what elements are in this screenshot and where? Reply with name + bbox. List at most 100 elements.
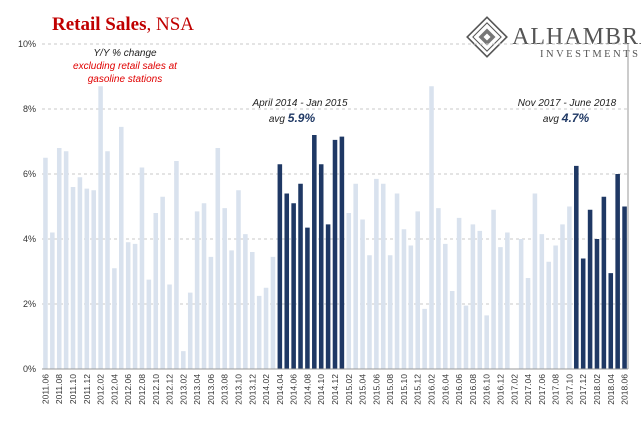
- title-rest: , NSA: [146, 14, 194, 35]
- bar-2014-06: [291, 203, 296, 369]
- bar-2012-01: [91, 190, 96, 369]
- bar-2015-12: [415, 211, 420, 370]
- period2-avg-prefix: avg: [543, 114, 562, 125]
- bar-2014-12: [332, 139, 338, 370]
- x-tick-label: 2016.06: [454, 374, 464, 405]
- period1-avg-prefix: avg: [269, 114, 288, 125]
- bar-2013-07: [215, 148, 221, 369]
- period1-avg: avg 5.9%: [269, 111, 316, 125]
- bar-2013-02: [181, 351, 186, 370]
- x-tick-label: 2015.12: [413, 374, 423, 405]
- bar-2012-03: [105, 151, 110, 369]
- x-tick-label: 2015.04: [358, 374, 368, 405]
- bar-2016-04: [443, 243, 448, 370]
- note-period-1: April 2014 - Jan 2015 avg 5.9%: [251, 98, 348, 125]
- note-line-1: Y/Y % change: [93, 48, 157, 59]
- x-tick-label: 2013.02: [178, 374, 188, 405]
- bar-2013-04: [194, 211, 200, 370]
- chart-title: Retail Sales, NSA: [52, 14, 194, 35]
- y-tick-label: 6%: [23, 169, 36, 179]
- y-tick-label: 4%: [23, 234, 36, 244]
- bar-2015-10: [401, 229, 407, 369]
- bar-2013-10: [236, 190, 241, 369]
- bar-2016-09: [477, 230, 483, 370]
- bar-2012-08: [139, 167, 145, 369]
- note-methodology: Y/Y % change excluding retail sales at g…: [73, 48, 178, 85]
- y-tick-label: 10%: [18, 39, 36, 49]
- x-tick-label: 2015.06: [371, 374, 381, 405]
- x-tick-label: 2012.04: [109, 374, 119, 405]
- bar-2015-11: [408, 245, 414, 369]
- bar-2018-06: [622, 206, 627, 369]
- bar-2015-08: [387, 255, 393, 369]
- bar-2014-04: [277, 164, 283, 369]
- y-tick-label: 0%: [23, 364, 36, 374]
- period1-avg-value: 5.9%: [288, 111, 316, 125]
- bars: [43, 86, 627, 370]
- bar-2014-11: [325, 224, 331, 370]
- y-tick-label: 2%: [23, 299, 36, 309]
- bar-2014-09: [312, 135, 317, 369]
- bar-2013-01: [174, 161, 179, 369]
- bar-2015-02: [346, 213, 352, 369]
- bar-2015-03: [353, 183, 358, 369]
- logo-subtitle: INVESTMENTS: [540, 49, 640, 60]
- x-tick-label: 2015.02: [344, 374, 354, 405]
- bar-2012-06: [125, 242, 131, 369]
- bar-2012-07: [132, 243, 138, 370]
- logo-name: ALHAMBRA: [512, 24, 641, 50]
- y-axis-ticks: 0% 2% 4% 6% 8% 10%: [18, 39, 36, 374]
- x-tick-label: 2013.04: [192, 374, 202, 405]
- x-tick-label: 2018.04: [606, 374, 616, 405]
- bar-2011-12: [84, 188, 90, 369]
- x-tick-label: 2014.02: [261, 374, 271, 405]
- bar-2016-05: [449, 291, 455, 369]
- x-tick-label: 2017.06: [537, 374, 547, 405]
- x-tick-label: 2017.12: [578, 374, 588, 405]
- x-tick-label: 2016.12: [495, 374, 505, 405]
- note-period-2: Nov 2017 - June 2018 avg 4.7%: [518, 98, 617, 125]
- bar-2017-04: [525, 278, 531, 369]
- logo-emblem-icon: [466, 16, 508, 58]
- bar-2014-01: [256, 295, 262, 370]
- x-tick-label: 2016.02: [427, 374, 437, 405]
- x-tick-label: 2015.08: [385, 374, 395, 405]
- bar-2016-01: [422, 308, 427, 370]
- bar-2013-11: [243, 234, 248, 370]
- x-tick-label: 2013.10: [233, 374, 243, 405]
- x-tick-label: 2018.06: [620, 374, 630, 405]
- bar-2015-07: [380, 183, 386, 369]
- bar-2014-07: [298, 183, 303, 369]
- bar-2012-05: [119, 126, 124, 370]
- bar-2017-11: [574, 165, 579, 370]
- gridlines: [42, 43, 628, 305]
- x-tick-label: 2014.06: [289, 374, 299, 405]
- bar-2017-01: [505, 232, 510, 369]
- bar-2014-03: [270, 256, 276, 370]
- x-tick-label: 2012.12: [165, 374, 175, 405]
- bar-2013-12: [250, 252, 255, 369]
- x-tick-label: 2017.08: [551, 374, 561, 405]
- x-tick-label: 2013.08: [220, 374, 230, 405]
- y-tick-label: 8%: [23, 104, 36, 114]
- bar-2018-02: [594, 239, 600, 369]
- bar-2013-03: [187, 292, 193, 370]
- bar-2012-09: [146, 279, 152, 370]
- bar-2013-05: [201, 203, 207, 369]
- bar-2015-04: [360, 219, 365, 369]
- period1-title: April 2014 - Jan 2015: [251, 98, 348, 109]
- x-tick-label: 2011.12: [82, 374, 92, 404]
- bar-2018-05: [615, 174, 620, 369]
- bar-2011-10: [70, 187, 76, 369]
- x-tick-label: 2011.10: [68, 374, 78, 404]
- bar-2017-09: [560, 224, 565, 370]
- bar-2016-08: [470, 224, 476, 370]
- bar-2014-05: [284, 193, 290, 369]
- bar-2013-08: [222, 208, 227, 370]
- x-tick-label: 2015.10: [399, 374, 409, 405]
- bar-2011-07: [50, 232, 55, 369]
- x-tick-label: 2016.04: [440, 374, 450, 405]
- bar-2011-06: [43, 157, 48, 369]
- x-tick-label: 2012.06: [123, 374, 133, 405]
